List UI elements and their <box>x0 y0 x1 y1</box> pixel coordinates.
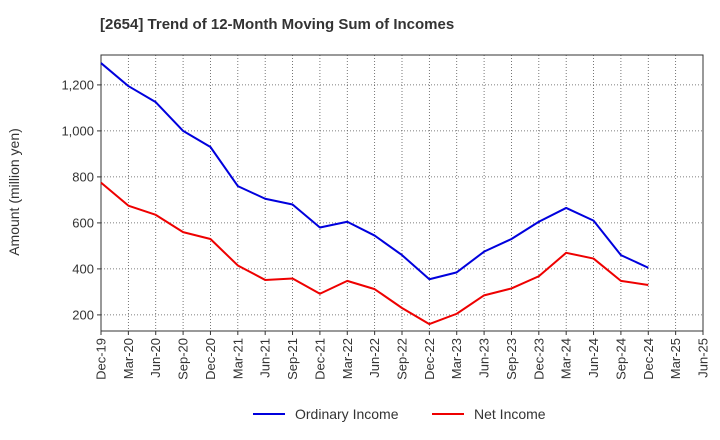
y-tick-label: 800 <box>72 169 94 184</box>
x-tick-label: Mar-23 <box>449 338 464 379</box>
x-tick-label: Dec-23 <box>531 338 546 380</box>
x-tick-label: Dec-22 <box>422 338 437 380</box>
x-tick-label: Sep-20 <box>176 338 191 380</box>
x-tick-label: Jun-20 <box>148 338 163 378</box>
chart-title: [2654] Trend of 12-Month Moving Sum of I… <box>100 16 455 33</box>
series-line-ordinary-income <box>100 62 649 281</box>
x-tick-label: Mar-20 <box>121 338 136 379</box>
series-line-net-income <box>100 181 649 326</box>
x-tick-label: Mar-21 <box>230 338 245 379</box>
x-tick-label: Dec-24 <box>641 338 656 380</box>
x-tick-label: Sep-24 <box>613 338 628 380</box>
legend-label: Ordinary Income <box>295 406 399 422</box>
x-tick-label: Dec-19 <box>94 338 109 380</box>
x-tick-label: Mar-24 <box>559 338 574 379</box>
x-tick-label: Sep-23 <box>504 338 519 380</box>
x-tick-label: Mar-25 <box>668 338 683 379</box>
y-tick-label: 200 <box>72 307 94 322</box>
x-tick-label: Jun-23 <box>477 338 492 378</box>
x-tick-label: Sep-22 <box>395 338 410 380</box>
x-tick-label: Jun-24 <box>586 338 601 378</box>
legend-label: Net Income <box>474 406 546 422</box>
x-tick-label: Dec-21 <box>312 338 327 380</box>
y-tick-label: 600 <box>72 215 94 230</box>
x-tick-label: Sep-21 <box>285 338 300 380</box>
y-tick-label: 400 <box>72 261 94 276</box>
x-tick-label: Mar-22 <box>340 338 355 379</box>
x-tick-label: Jun-25 <box>696 338 711 378</box>
x-tick-label: Jun-21 <box>258 338 273 378</box>
x-tick-label: Jun-22 <box>367 338 382 378</box>
y-tick-label: 1,200 <box>61 77 94 92</box>
x-tick-label: Dec-20 <box>203 338 218 380</box>
y-tick-label: 1,000 <box>61 123 94 138</box>
